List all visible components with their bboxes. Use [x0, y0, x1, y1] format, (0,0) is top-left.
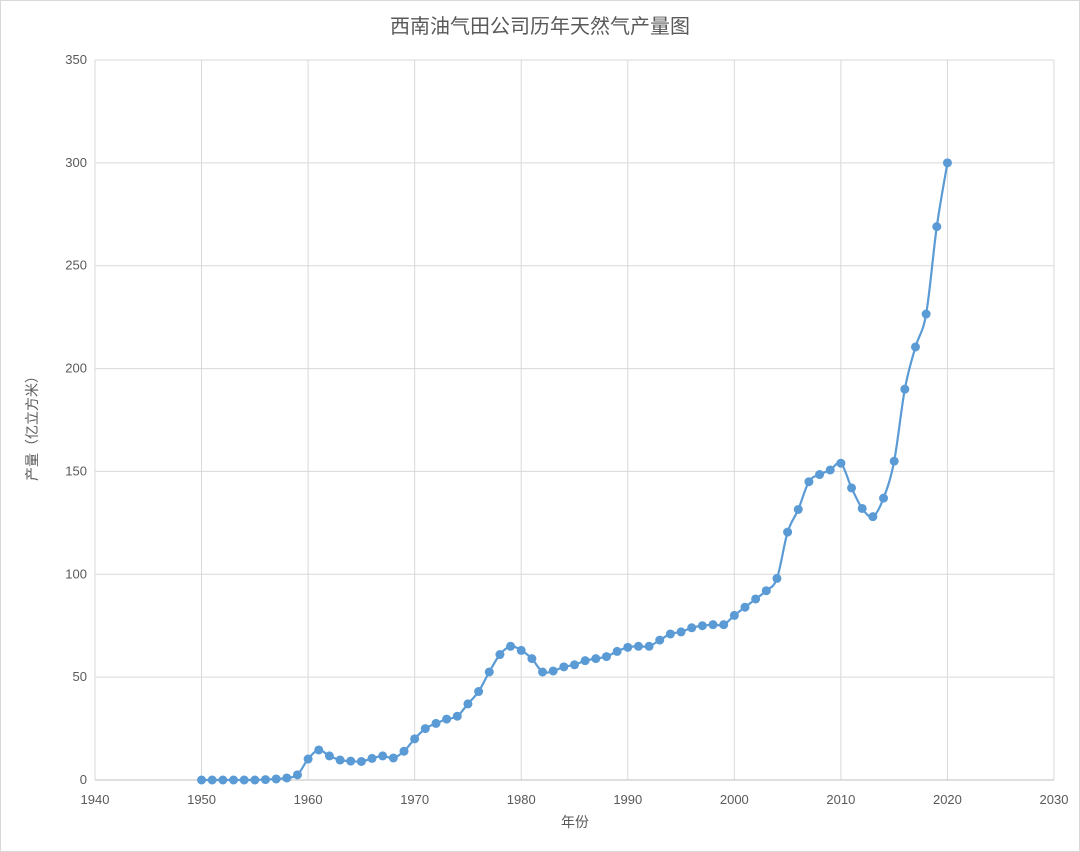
chart-title: 西南油气田公司历年天然气产量图	[390, 14, 690, 38]
data-point	[399, 746, 409, 756]
data-point	[335, 755, 345, 765]
data-point	[719, 620, 729, 630]
data-point	[783, 527, 793, 537]
data-point	[239, 775, 249, 785]
data-point	[484, 667, 494, 677]
data-point	[324, 751, 334, 761]
y-tick-label: 100	[65, 566, 87, 581]
data-point	[431, 718, 441, 728]
data-point	[452, 711, 462, 721]
data-point	[697, 621, 707, 631]
x-tick-label: 1950	[187, 792, 216, 807]
data-point	[378, 751, 388, 761]
x-tick-label: 2030	[1040, 792, 1069, 807]
data-point	[644, 641, 654, 651]
data-point	[420, 724, 430, 734]
data-point	[612, 646, 622, 656]
data-point	[761, 586, 771, 596]
data-point	[633, 641, 643, 651]
data-point	[793, 504, 803, 514]
data-point	[729, 610, 739, 620]
data-point	[772, 573, 782, 583]
data-point	[260, 775, 270, 785]
data-point	[836, 458, 846, 468]
data-point	[356, 756, 366, 766]
data-point	[921, 309, 931, 319]
data-point	[879, 493, 889, 503]
data-point	[197, 775, 207, 785]
data-point	[463, 699, 473, 709]
data-point	[570, 660, 579, 670]
data-point	[229, 775, 239, 785]
data-point	[580, 656, 590, 666]
data-point	[889, 456, 899, 466]
y-tick-label: 50	[73, 669, 87, 684]
data-point	[538, 667, 548, 677]
x-tick-label: 1980	[507, 792, 536, 807]
data-point	[825, 465, 835, 475]
x-tick-label: 1970	[400, 792, 429, 807]
data-point	[857, 503, 867, 513]
data-point	[740, 602, 750, 612]
data-point	[900, 384, 910, 394]
x-tick-label: 2010	[826, 792, 855, 807]
y-tick-label: 200	[65, 361, 87, 376]
data-point	[250, 775, 260, 785]
data-point	[314, 745, 324, 755]
data-point	[687, 623, 697, 633]
data-point	[708, 620, 718, 630]
data-point	[516, 645, 526, 655]
data-point	[495, 650, 505, 660]
y-tick-label: 250	[65, 258, 87, 273]
x-tick-label: 1990	[613, 792, 642, 807]
y-tick-label: 150	[65, 463, 87, 478]
data-point	[292, 770, 302, 780]
data-point	[346, 756, 356, 766]
data-point	[942, 158, 952, 168]
data-point	[506, 641, 516, 651]
data-point	[559, 662, 569, 672]
data-point	[474, 687, 484, 697]
x-tick-label: 2000	[720, 792, 749, 807]
data-point	[388, 753, 398, 763]
data-point	[847, 483, 857, 493]
data-point	[601, 652, 611, 662]
x-tick-label: 1960	[294, 792, 323, 807]
data-point	[665, 629, 675, 639]
data-point	[815, 470, 825, 480]
data-point	[218, 775, 228, 785]
data-point	[271, 774, 281, 784]
data-point	[548, 666, 558, 676]
data-point	[932, 222, 942, 232]
data-point	[591, 654, 601, 664]
data-point	[527, 654, 537, 664]
data-point	[751, 594, 761, 604]
y-tick-label: 350	[65, 52, 87, 67]
y-tick-label: 300	[65, 155, 87, 170]
data-point	[367, 753, 377, 763]
x-tick-label: 1940	[81, 792, 110, 807]
data-point	[303, 754, 313, 764]
x-axis-label: 年份	[561, 815, 589, 831]
data-point	[804, 477, 814, 487]
data-point	[868, 512, 878, 522]
data-point	[442, 714, 452, 724]
data-point	[676, 627, 686, 637]
data-point	[910, 342, 920, 352]
y-tick-label: 0	[80, 772, 87, 787]
data-point	[410, 734, 420, 744]
data-point	[282, 773, 292, 783]
data-point	[655, 635, 665, 645]
data-point	[623, 642, 633, 652]
x-tick-label: 2020	[933, 792, 962, 807]
data-point	[207, 775, 217, 785]
